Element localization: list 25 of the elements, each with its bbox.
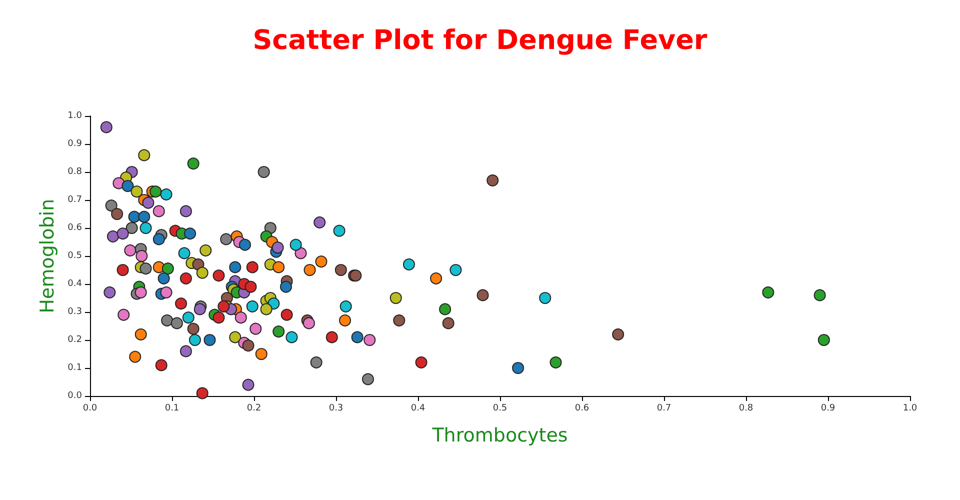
x-tick-label: 0.0 [82,404,98,414]
y-tick-label: 0.6 [68,223,82,233]
x-tick-label: 0.4 [410,404,426,414]
y-tick-label: 0.9 [68,139,82,149]
x-tick-label: 0.7 [656,404,672,414]
x-tick-label: 0.1 [164,404,180,414]
y-tick-label: 0.1 [68,363,82,373]
y-tick-label: 0.0 [68,391,82,401]
x-tick-label: 0.6 [574,404,590,414]
y-axis-title: Hemoglobin [36,198,58,314]
y-tick-label: 0.4 [68,279,82,289]
y-tick-label: 0.2 [68,335,82,345]
chart-title: Scatter Plot for Dengue Fever [252,25,708,56]
x-tick-label: 0.3 [328,404,344,414]
x-tick-label: 1.0 [902,404,918,414]
x-tick-label: 0.8 [738,404,754,414]
x-tick-label: 0.5 [492,404,508,414]
y-tick-label: 0.3 [68,307,82,317]
y-tick-label: 0.5 [68,251,82,261]
y-tick-label: 0.8 [68,167,82,177]
y-tick-label: 0.7 [68,195,82,205]
x-tick-label: 0.2 [246,404,262,414]
x-tick-label: 0.9 [820,404,836,414]
y-tick-label: 1.0 [68,111,82,121]
x-axis-title: Thrombocytes [431,424,568,446]
